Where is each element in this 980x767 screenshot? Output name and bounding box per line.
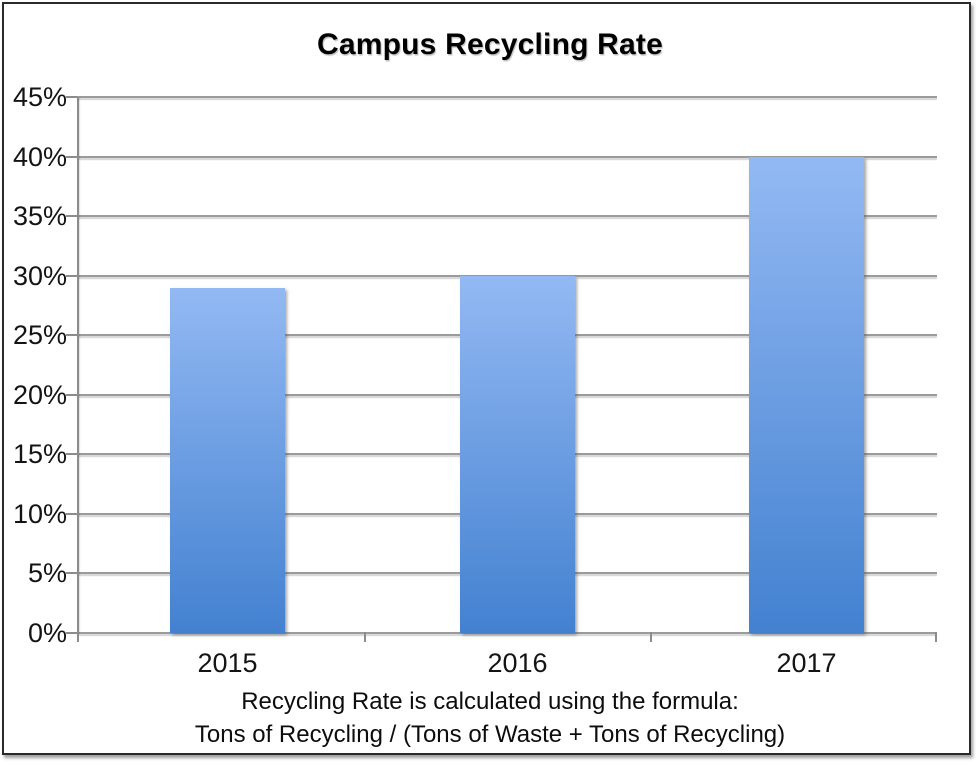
bar-2016 bbox=[460, 275, 575, 633]
x-axis-line bbox=[77, 632, 937, 634]
bar-2015 bbox=[170, 287, 285, 633]
x-axis-tick bbox=[650, 632, 652, 642]
x-axis-tick bbox=[364, 632, 366, 642]
chart-title: Campus Recycling Rate bbox=[317, 28, 663, 61]
y-axis-tick bbox=[66, 453, 77, 456]
chart-caption: Recycling Rate is calculated using the f… bbox=[0, 685, 980, 751]
x-axis-category-label: 2017 bbox=[776, 648, 837, 678]
y-axis-tick bbox=[66, 393, 77, 396]
gridline-35% bbox=[77, 215, 937, 218]
y-axis-tick-label: 25% bbox=[12, 320, 67, 351]
y-axis-tick-label: 10% bbox=[12, 498, 67, 529]
y-axis-tick-label: 40% bbox=[12, 141, 67, 172]
y-axis-tick-label: 45% bbox=[12, 82, 67, 112]
y-axis-tick bbox=[66, 155, 77, 158]
y-axis-tick bbox=[66, 572, 77, 575]
caption-line-2: Tons of Recycling / (Tons of Waste + Ton… bbox=[194, 721, 786, 748]
gridline-40% bbox=[77, 155, 937, 158]
y-axis-tick-label: 0% bbox=[27, 618, 67, 648]
x-axis-tick bbox=[935, 632, 937, 642]
bar-2017 bbox=[749, 156, 864, 633]
y-axis-tick bbox=[66, 512, 77, 515]
gridline-45% bbox=[77, 96, 937, 98]
plot-area: 0% 5% 10% 15% 20% 25% 30% 35% 40% 45% 2015 2016 2017 bbox=[13, 82, 937, 678]
caption-line-1: Recycling Rate is calculated using the f… bbox=[241, 688, 739, 715]
y-axis-tick-label: 20% bbox=[12, 379, 67, 410]
y-axis-tick-label: 35% bbox=[12, 201, 67, 232]
y-axis-tick bbox=[66, 215, 77, 218]
y-axis-tick-label: 30% bbox=[12, 260, 67, 291]
x-axis-category-label: 2016 bbox=[487, 648, 548, 678]
y-axis-line bbox=[77, 97, 79, 633]
y-axis-tick-label: 5% bbox=[27, 558, 67, 589]
y-axis-tick-label: 15% bbox=[12, 439, 67, 470]
y-axis-tick bbox=[66, 96, 77, 98]
x-axis-category-label: 2015 bbox=[197, 648, 258, 678]
y-axis-tick bbox=[66, 274, 77, 277]
y-axis-tick bbox=[66, 632, 77, 634]
x-axis-tick bbox=[77, 632, 79, 642]
y-axis-tick bbox=[66, 334, 77, 337]
